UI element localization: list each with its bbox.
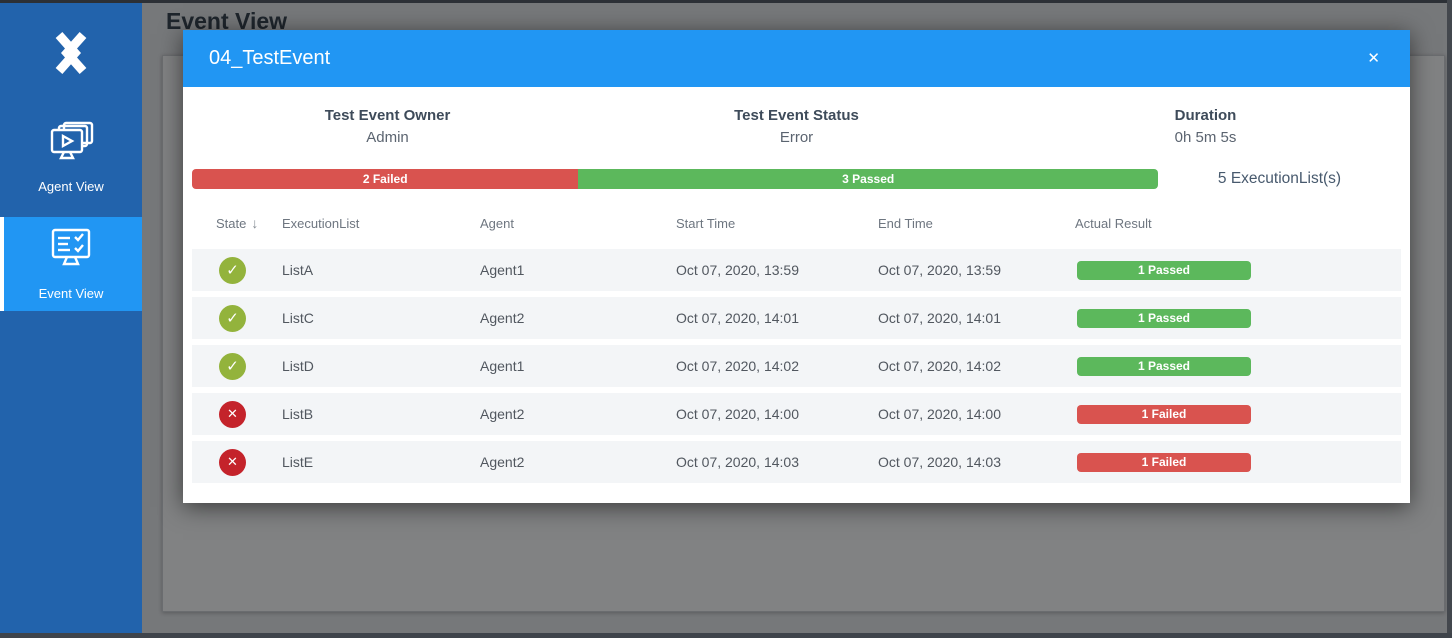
cell-agent: Agent2	[480, 310, 525, 326]
sidebar-item-agent-view[interactable]: Agent View	[0, 112, 142, 202]
check-icon: ✓	[219, 352, 246, 380]
stacked-monitors-play-icon	[46, 120, 96, 171]
cell-execution-list: ListA	[282, 262, 314, 278]
cell-start-time: Oct 07, 2020, 14:00	[676, 406, 799, 422]
sidebar-item-label: Agent View	[38, 179, 104, 194]
active-item-indicator	[0, 217, 4, 311]
info-value: Error	[779, 129, 814, 146]
info-owner: Test Event Owner Admin	[183, 105, 592, 149]
table-row[interactable]: ✓ ListD Agent1 Oct 07, 2020, 14:02 Oct 0…	[192, 345, 1401, 387]
cell-agent: Agent1	[480, 262, 525, 278]
sidebar-item-label: Event View	[38, 286, 104, 301]
result-badge: 1 Passed	[1077, 260, 1251, 280]
column-header-agent[interactable]: Agent	[480, 215, 514, 231]
result-progress-bar: 2 Failed 3 Passed	[192, 169, 1158, 189]
table-body: ✓ ListA Agent1 Oct 07, 2020, 13:59 Oct 0…	[192, 249, 1401, 483]
cell-end-time: Oct 07, 2020, 14:02	[878, 358, 1001, 374]
sidebar: Agent View Event View	[0, 0, 142, 638]
test-event-info: Test Event Owner Admin Test Event Status…	[183, 105, 1410, 149]
page-title: Event View	[166, 8, 288, 34]
progress-passed-segment: 3 Passed	[578, 169, 1158, 189]
column-header-executionlist[interactable]: ExecutionList	[282, 215, 360, 231]
modal-title: 04_TestEvent	[209, 47, 331, 69]
cell-end-time: Oct 07, 2020, 14:00	[878, 406, 1001, 422]
column-header-start-time[interactable]: Start Time	[676, 215, 736, 231]
test-event-modal: 04_TestEvent ✕ Test Event Owner Admin Te…	[183, 30, 1410, 503]
result-badge: 1 Passed	[1077, 356, 1251, 376]
progress-failed-segment: 2 Failed	[192, 169, 579, 189]
modal-header: 04_TestEvent ✕	[183, 30, 1410, 87]
window-border-right	[1447, 0, 1452, 638]
column-header-state[interactable]: State ↓	[216, 215, 259, 231]
info-label: Test Event Owner	[324, 107, 451, 124]
info-value: 0h 5m 5s	[1174, 129, 1237, 146]
result-badge: 1 Passed	[1077, 308, 1251, 328]
sort-down-icon[interactable]: ↓	[251, 215, 259, 231]
cell-end-time: Oct 07, 2020, 14:01	[878, 310, 1001, 326]
monitor-checklist-icon	[46, 227, 96, 278]
cell-start-time: Oct 07, 2020, 14:03	[676, 454, 799, 470]
cell-agent: Agent2	[480, 454, 525, 470]
info-duration: Duration 0h 5m 5s	[1001, 105, 1410, 149]
cell-end-time: Oct 07, 2020, 13:59	[878, 262, 1001, 278]
cross-icon: ✕	[219, 448, 246, 476]
result-progress-section: 2 Failed 3 Passed 5 ExecutionList(s)	[183, 169, 1410, 189]
check-icon: ✓	[219, 304, 246, 332]
column-header-end-time[interactable]: End Time	[878, 215, 933, 231]
result-badge: 1 Failed	[1077, 404, 1251, 424]
app-logo	[0, 26, 142, 85]
info-label: Duration	[1174, 107, 1237, 124]
info-value: Admin	[366, 129, 409, 146]
table-row[interactable]: ✓ ListA Agent1 Oct 07, 2020, 13:59 Oct 0…	[192, 249, 1401, 291]
cell-execution-list: ListC	[282, 310, 314, 326]
cell-agent: Agent1	[480, 358, 525, 374]
column-header-actual-result[interactable]: Actual Result	[1075, 215, 1152, 231]
table-row[interactable]: ✕ ListB Agent2 Oct 07, 2020, 14:00 Oct 0…	[192, 393, 1401, 435]
table-header-row: State ↓ ExecutionList Agent Start Time E…	[192, 215, 1401, 231]
cell-start-time: Oct 07, 2020, 14:02	[676, 358, 799, 374]
close-icon[interactable]: ✕	[1367, 50, 1380, 67]
info-label: Test Event Status	[734, 107, 859, 124]
cell-execution-list: ListD	[282, 358, 314, 374]
execution-list-table: State ↓ ExecutionList Agent Start Time E…	[183, 215, 1410, 503]
cell-agent: Agent2	[480, 406, 525, 422]
cell-execution-list: ListB	[282, 406, 314, 422]
cross-icon: ✕	[219, 400, 246, 428]
info-status: Test Event Status Error	[592, 105, 1001, 149]
check-icon: ✓	[219, 256, 246, 284]
cell-execution-list: ListE	[282, 454, 314, 470]
window-border-top	[0, 0, 1452, 3]
cell-end-time: Oct 07, 2020, 14:03	[878, 454, 1001, 470]
execution-list-count: 5 ExecutionList(s)	[1217, 170, 1342, 187]
table-row[interactable]: ✕ ListE Agent2 Oct 07, 2020, 14:03 Oct 0…	[192, 441, 1401, 483]
table-row[interactable]: ✓ ListC Agent2 Oct 07, 2020, 14:01 Oct 0…	[192, 297, 1401, 339]
cell-start-time: Oct 07, 2020, 14:01	[676, 310, 799, 326]
x-chevrons-logo-icon	[44, 26, 98, 85]
window-border-bottom	[0, 633, 1452, 638]
sidebar-item-event-view[interactable]: Event View	[0, 217, 142, 311]
cell-start-time: Oct 07, 2020, 13:59	[676, 262, 799, 278]
result-badge: 1 Failed	[1077, 452, 1251, 472]
